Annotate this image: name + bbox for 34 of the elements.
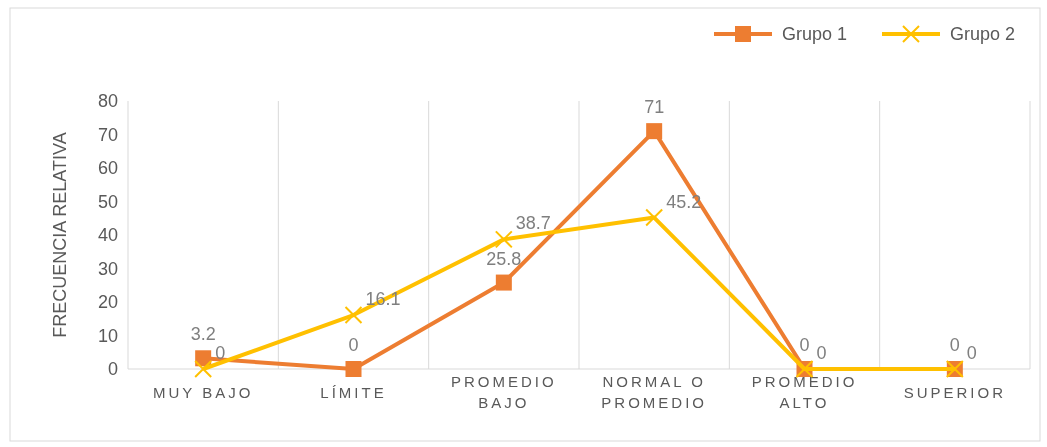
- y-tick-label: 20: [97, 292, 118, 313]
- point: [194, 360, 213, 378]
- data-label: 38.7: [515, 213, 551, 234]
- y-tick-label: 0: [107, 359, 118, 380]
- point: [646, 123, 663, 140]
- data-label: 25.8: [486, 248, 522, 269]
- y-tick-label: 40: [97, 225, 118, 246]
- point: [645, 208, 664, 227]
- y-tick-label: 10: [97, 325, 118, 346]
- x-tick-label: SUPERIOR: [903, 383, 1007, 401]
- x-tick-label: MUY BAJO: [152, 383, 254, 401]
- data-label: 0: [816, 343, 827, 363]
- legend-label: Grupo 1: [782, 24, 848, 44]
- y-tick-label: 80: [97, 91, 118, 112]
- x-tick-label: PROMEDIO BAJO: [450, 373, 557, 411]
- x-tick-label: LÍMITE: [320, 383, 387, 401]
- y-tick-label: 60: [97, 158, 118, 179]
- point: [495, 274, 512, 291]
- data-label: 71: [644, 97, 665, 118]
- legend-label: Grupo 2: [950, 24, 1016, 44]
- data-label: 0: [348, 335, 359, 355]
- x-tick-label: NORMAL O PROMEDIO: [601, 373, 708, 411]
- y-axis-title: FRECUENCIA RELATIVA: [50, 132, 70, 338]
- y-tick-label: 70: [97, 124, 118, 145]
- data-label: 0: [949, 335, 960, 355]
- x-tick-label: PROMEDIO ALTO: [751, 373, 858, 411]
- y-tick-label: 50: [97, 191, 118, 212]
- data-label: 3.2: [190, 324, 216, 345]
- data-label: 0: [799, 335, 810, 355]
- point: [344, 306, 363, 325]
- data-label: 0: [966, 343, 977, 363]
- point: [345, 361, 362, 377]
- y-tick-label: 30: [97, 258, 118, 279]
- point: [494, 230, 513, 249]
